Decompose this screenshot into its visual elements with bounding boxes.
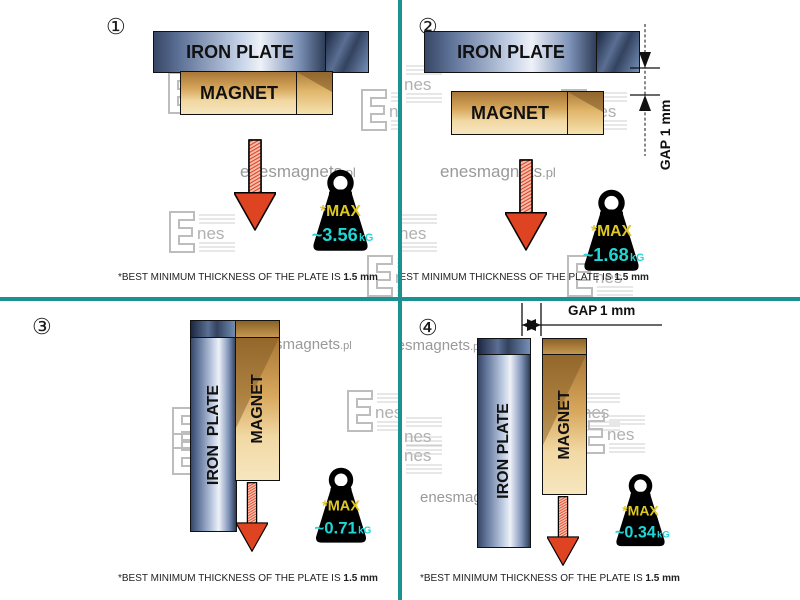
- svg-text:kG: kG: [358, 525, 372, 536]
- svg-text:*MAX: *MAX: [320, 203, 362, 220]
- svg-text:~3.56: ~3.56: [312, 225, 358, 245]
- svg-text:kG: kG: [359, 232, 373, 244]
- svg-text:kG: kG: [630, 252, 644, 264]
- svg-text:~0.71: ~0.71: [314, 518, 356, 537]
- svg-text:*MAX: *MAX: [322, 498, 360, 514]
- svg-text:1 mm: 1 mm: [600, 303, 635, 318]
- svg-text:~1.68: ~1.68: [583, 245, 629, 265]
- svg-text:*MAX: *MAX: [622, 502, 659, 518]
- svg-text:~0.34: ~0.34: [615, 523, 656, 541]
- svg-text:GAP 1 mm: GAP 1 mm: [657, 100, 673, 171]
- svg-text:kG: kG: [657, 529, 670, 540]
- svg-text:*MAX: *MAX: [591, 223, 633, 240]
- svg-text:GAP: GAP: [568, 303, 597, 318]
